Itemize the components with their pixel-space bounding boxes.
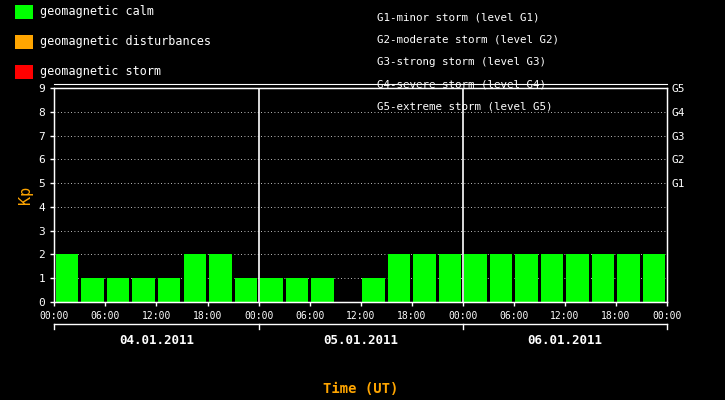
Bar bbox=[490, 254, 513, 302]
Text: G5-extreme storm (level G5): G5-extreme storm (level G5) bbox=[377, 102, 552, 112]
Text: G1-minor storm (level G1): G1-minor storm (level G1) bbox=[377, 12, 539, 22]
Bar bbox=[515, 254, 538, 302]
Text: 05.01.2011: 05.01.2011 bbox=[323, 334, 398, 347]
Text: Time (UT): Time (UT) bbox=[323, 382, 398, 396]
Bar bbox=[592, 254, 614, 302]
Y-axis label: Kp: Kp bbox=[18, 186, 33, 204]
Text: G4-severe storm (level G4): G4-severe storm (level G4) bbox=[377, 79, 546, 89]
Bar bbox=[183, 254, 206, 302]
Bar bbox=[413, 254, 436, 302]
Text: G3-strong storm (level G3): G3-strong storm (level G3) bbox=[377, 57, 546, 67]
Bar bbox=[209, 254, 231, 302]
Bar bbox=[388, 254, 410, 302]
Text: geomagnetic calm: geomagnetic calm bbox=[40, 6, 154, 18]
Bar bbox=[286, 278, 308, 302]
Bar bbox=[133, 278, 155, 302]
Bar bbox=[541, 254, 563, 302]
Bar bbox=[362, 278, 385, 302]
Bar bbox=[158, 278, 181, 302]
Bar bbox=[464, 254, 486, 302]
Text: geomagnetic storm: geomagnetic storm bbox=[40, 66, 161, 78]
Bar bbox=[311, 278, 334, 302]
Bar bbox=[643, 254, 666, 302]
Text: G2-moderate storm (level G2): G2-moderate storm (level G2) bbox=[377, 34, 559, 44]
Bar bbox=[260, 278, 283, 302]
Text: 06.01.2011: 06.01.2011 bbox=[527, 334, 602, 347]
Text: geomagnetic disturbances: geomagnetic disturbances bbox=[40, 36, 211, 48]
Bar bbox=[439, 254, 461, 302]
Bar bbox=[56, 254, 78, 302]
Text: 04.01.2011: 04.01.2011 bbox=[119, 334, 194, 347]
Bar bbox=[81, 278, 104, 302]
Bar bbox=[107, 278, 130, 302]
Bar bbox=[235, 278, 257, 302]
Bar bbox=[618, 254, 640, 302]
Bar bbox=[566, 254, 589, 302]
